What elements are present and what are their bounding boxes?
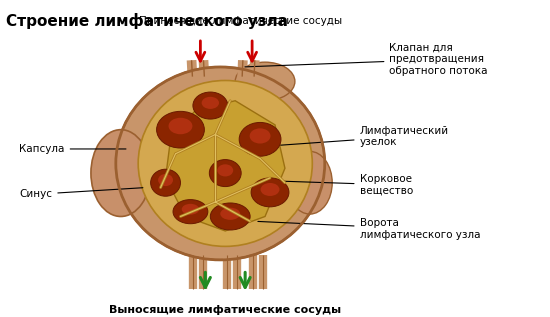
Polygon shape (166, 101, 285, 231)
Ellipse shape (221, 208, 240, 220)
Ellipse shape (261, 183, 279, 196)
Text: Лимфатический
узелок: Лимфатический узелок (271, 126, 449, 147)
Ellipse shape (251, 178, 289, 207)
Ellipse shape (288, 152, 332, 214)
Text: Клапан для
предотвращения
обратного потока: Клапан для предотвращения обратного пото… (245, 43, 488, 76)
Ellipse shape (217, 164, 233, 177)
Ellipse shape (182, 204, 199, 215)
Text: Корковое
вещество: Корковое вещество (273, 174, 413, 196)
Ellipse shape (210, 159, 241, 187)
Ellipse shape (116, 67, 324, 260)
Ellipse shape (193, 92, 228, 119)
Text: Строение лимфатического узла: Строение лимфатического узла (7, 13, 288, 29)
Ellipse shape (239, 122, 281, 156)
Ellipse shape (138, 81, 312, 246)
Ellipse shape (168, 118, 192, 134)
Ellipse shape (235, 62, 295, 101)
Ellipse shape (210, 203, 250, 230)
Ellipse shape (151, 169, 180, 196)
Ellipse shape (173, 200, 208, 224)
Ellipse shape (202, 97, 219, 109)
Text: Приносящие лимфатические сосуды: Приносящие лимфатические сосуды (139, 16, 342, 25)
Ellipse shape (158, 174, 173, 186)
Text: Ворота
лимфатического узла: Ворота лимфатического узла (258, 218, 480, 240)
Text: Синус: Синус (19, 188, 143, 199)
Text: Капсула: Капсула (19, 144, 126, 154)
Ellipse shape (91, 130, 151, 217)
Ellipse shape (157, 111, 205, 148)
Ellipse shape (250, 128, 271, 144)
Text: Выносящие лимфатические сосуды: Выносящие лимфатические сосуды (109, 305, 342, 315)
